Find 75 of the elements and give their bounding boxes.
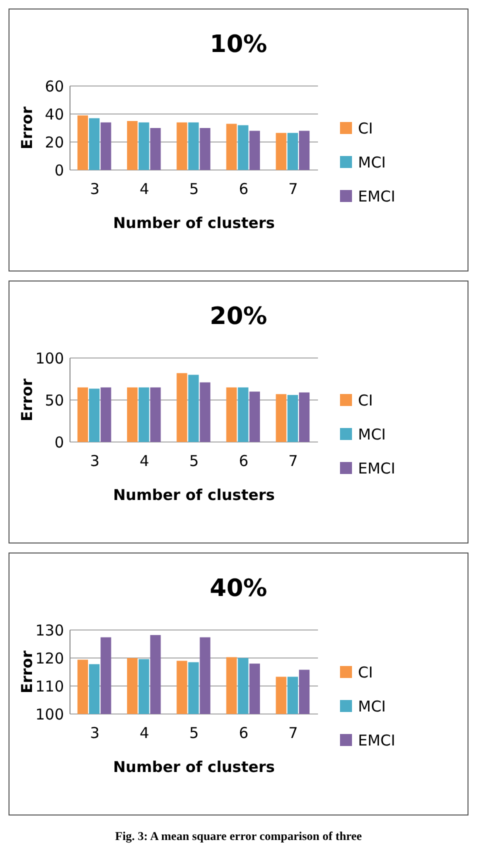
y-axis-title: Error <box>18 650 36 694</box>
y-tick-label: 0 <box>54 433 64 452</box>
legend-label: CI <box>358 391 373 410</box>
y-axis-title: Error <box>18 106 36 150</box>
chart-title: 10% <box>210 30 268 58</box>
x-tick-label: 6 <box>238 452 248 470</box>
bar <box>238 125 248 170</box>
bar <box>249 392 260 442</box>
bar <box>226 387 237 442</box>
bar <box>200 128 210 170</box>
y-tick-label: 130 <box>35 621 64 640</box>
y-tick-label: 100 <box>35 349 64 368</box>
x-tick-label: 7 <box>288 180 298 198</box>
bar <box>176 122 188 170</box>
chart-title: 20% <box>210 302 268 330</box>
bar <box>298 130 310 170</box>
bar <box>127 121 138 170</box>
x-axis-title: Number of clusters <box>113 486 275 504</box>
bar <box>100 122 112 170</box>
bar <box>276 394 286 442</box>
bar <box>287 394 298 442</box>
x-tick-label: 7 <box>288 452 298 470</box>
x-tick-label: 3 <box>90 180 100 198</box>
x-axis-title: Number of clusters <box>113 758 275 776</box>
legend-label: EMCI <box>358 187 396 206</box>
x-tick-label: 3 <box>90 724 100 742</box>
y-tick-label: 100 <box>35 705 64 724</box>
bar <box>77 387 88 442</box>
y-axis-title: Error <box>18 378 36 422</box>
bar <box>138 122 150 170</box>
bar <box>238 387 248 442</box>
chart-title: 40% <box>210 574 268 602</box>
x-tick-label: 6 <box>238 724 248 742</box>
bar <box>287 132 298 170</box>
bar <box>77 115 88 170</box>
legend-label: MCI <box>358 153 386 172</box>
y-tick-label: 50 <box>44 391 64 410</box>
bar <box>226 124 237 170</box>
x-tick-label: 4 <box>140 724 150 742</box>
bar <box>188 374 199 442</box>
y-tick-label: 110 <box>35 677 64 696</box>
legend-label: CI <box>358 663 373 682</box>
y-tick-label: 0 <box>54 161 64 180</box>
y-tick-label: 20 <box>44 133 64 152</box>
x-tick-label: 3 <box>90 452 100 470</box>
y-tick-label: 120 <box>35 649 64 668</box>
legend-label: CI <box>358 119 373 138</box>
bar <box>298 392 310 442</box>
x-tick-label: 6 <box>238 180 248 198</box>
x-tick-label: 5 <box>189 724 199 742</box>
bar <box>89 118 100 170</box>
bar <box>200 382 210 442</box>
x-tick-label: 4 <box>140 452 150 470</box>
x-axis-title: Number of clusters <box>113 214 275 232</box>
bar <box>100 387 112 442</box>
legend-label: MCI <box>358 425 386 444</box>
legend-label: EMCI <box>358 731 396 750</box>
x-tick-label: 5 <box>189 180 199 198</box>
bar <box>150 387 161 442</box>
x-tick-label: 7 <box>288 724 298 742</box>
bar <box>249 130 260 170</box>
bar <box>138 387 150 442</box>
x-tick-label: 4 <box>140 180 150 198</box>
bar <box>150 128 161 170</box>
bar <box>176 373 188 442</box>
y-tick-label: 60 <box>44 77 64 96</box>
y-tick-label: 40 <box>44 105 64 124</box>
legend-label: MCI <box>358 697 386 716</box>
bar <box>127 387 138 442</box>
bar <box>276 132 286 170</box>
x-tick-label: 5 <box>189 452 199 470</box>
bar <box>89 388 100 442</box>
legend-label: EMCI <box>358 459 396 478</box>
caption: Fig. 3: A mean square error comparison of three <box>115 829 363 843</box>
bar <box>188 122 199 170</box>
